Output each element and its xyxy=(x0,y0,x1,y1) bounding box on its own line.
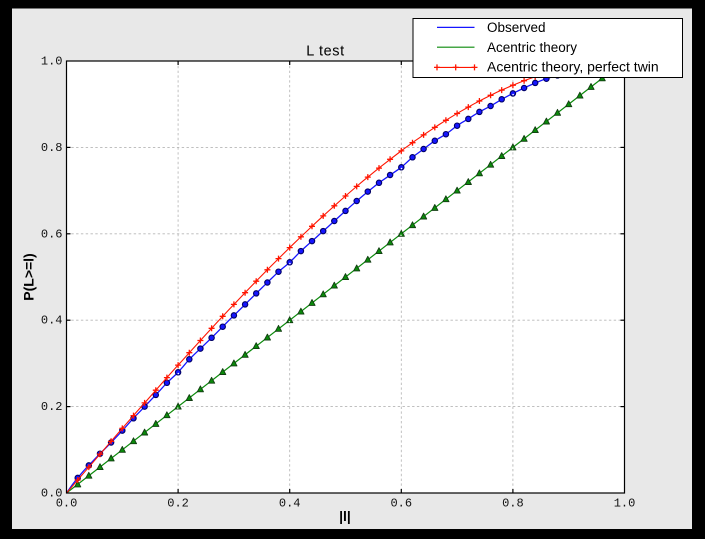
svg-text:0.4: 0.4 xyxy=(41,314,63,328)
svg-text:0.6: 0.6 xyxy=(41,227,63,241)
svg-text:0.0: 0.0 xyxy=(41,487,63,501)
svg-text:0.4: 0.4 xyxy=(279,497,301,511)
svg-text:0.2: 0.2 xyxy=(41,400,63,414)
svg-text:1.0: 1.0 xyxy=(41,55,63,69)
svg-text:1.0: 1.0 xyxy=(614,497,636,511)
svg-text:0.0: 0.0 xyxy=(56,497,78,511)
svg-text:|l|: |l| xyxy=(339,508,351,524)
svg-text:Acentric theory: Acentric theory xyxy=(487,40,577,55)
svg-text:Acentric theory, perfect twin: Acentric theory, perfect twin xyxy=(487,59,659,75)
svg-text:0.8: 0.8 xyxy=(41,141,63,155)
svg-text:P(L>=l): P(L>=l) xyxy=(21,253,37,300)
svg-text:0.2: 0.2 xyxy=(167,497,189,511)
svg-text:Observed: Observed xyxy=(487,20,546,35)
svg-text:L test: L test xyxy=(306,44,345,60)
svg-text:0.8: 0.8 xyxy=(502,497,524,511)
svg-text:0.6: 0.6 xyxy=(390,497,412,511)
